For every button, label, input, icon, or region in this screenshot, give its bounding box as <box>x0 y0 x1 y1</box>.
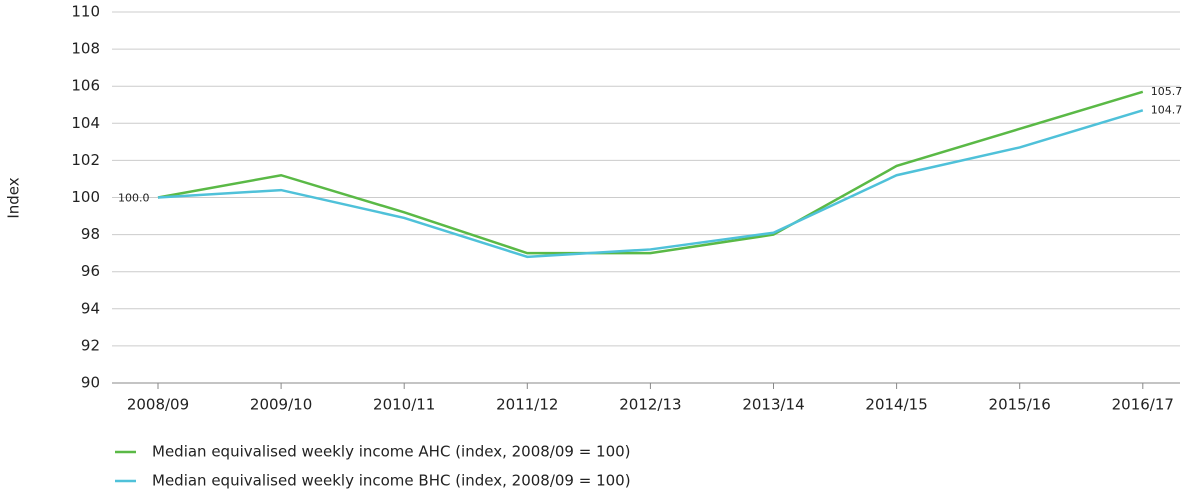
x-tick-label: 2013/14 <box>742 396 804 414</box>
series-line <box>157 109 1144 259</box>
y-tick-label: 94 <box>81 299 100 317</box>
x-tick-label: 2011/12 <box>496 396 558 414</box>
x-tick-label: 2012/13 <box>619 396 681 414</box>
value-label: 104.7 <box>1151 103 1183 116</box>
y-tick-label: 100 <box>71 188 100 206</box>
value-label: 100.0 <box>118 192 150 205</box>
x-tick-label: 2015/16 <box>989 396 1051 414</box>
y-tick-label: 104 <box>71 114 100 132</box>
x-tick-label: 2010/11 <box>373 396 435 414</box>
legend-label: Median equivalised weekly income BHC (in… <box>152 472 631 490</box>
x-tick-label: 2016/17 <box>1112 396 1174 414</box>
y-tick-label: 110 <box>71 3 100 21</box>
y-tick-label: 98 <box>81 225 100 243</box>
x-tick-label: 2014/15 <box>865 396 927 414</box>
value-label: 105.7 <box>1151 85 1183 98</box>
y-axis-label: Index <box>5 177 23 218</box>
x-tick-label: 2009/10 <box>250 396 312 414</box>
y-tick-label: 108 <box>71 40 100 58</box>
y-tick-label: 102 <box>71 151 100 169</box>
y-tick-label: 92 <box>81 336 100 354</box>
series-line <box>157 90 1144 255</box>
y-tick-label: 90 <box>81 374 100 392</box>
legend-label: Median equivalised weekly income AHC (in… <box>152 443 631 461</box>
x-tick-label: 2008/09 <box>127 396 189 414</box>
y-tick-label: 106 <box>71 77 100 95</box>
y-tick-label: 96 <box>81 262 100 280</box>
